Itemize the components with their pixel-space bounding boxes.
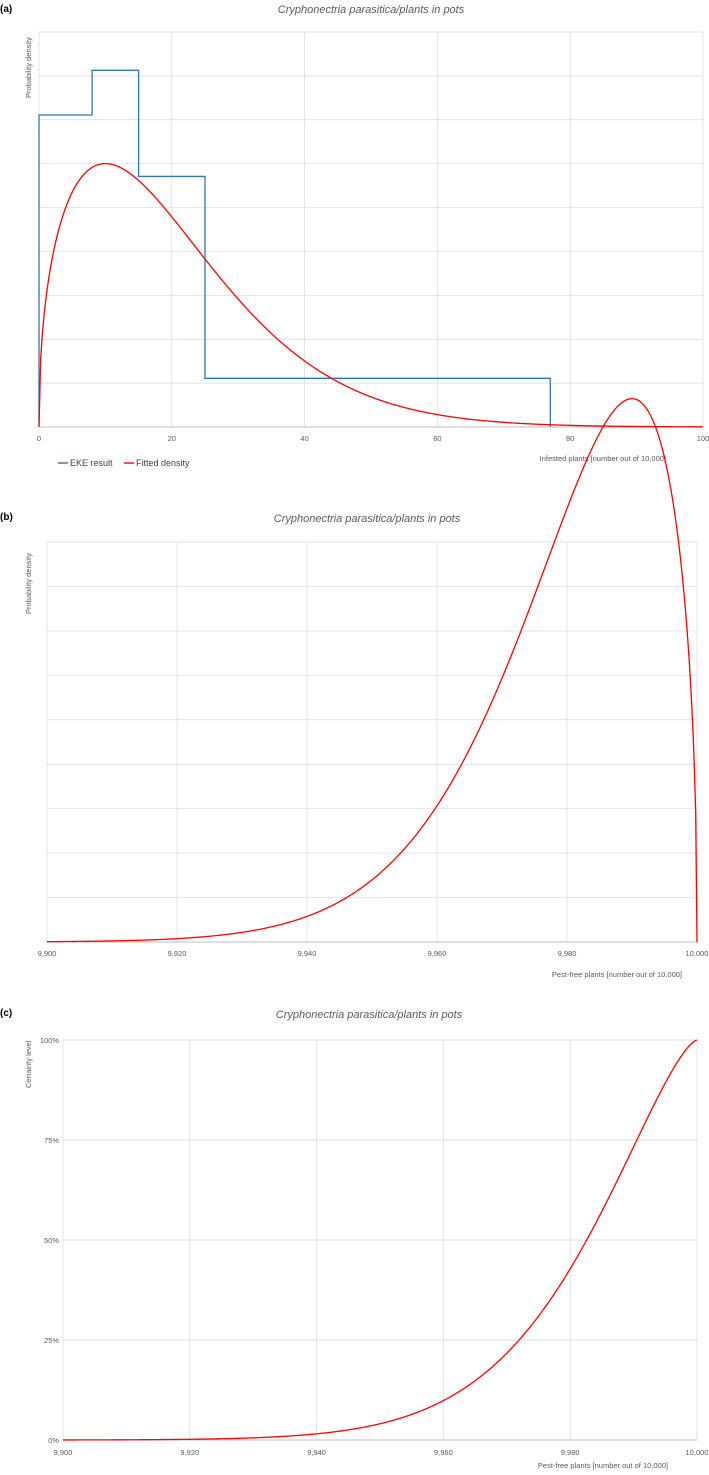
chart-a: (a) Cryphonectria parasitica/plants in p…	[0, 4, 709, 468]
chart-b: (b) Cryphonectria parasitica/plants in p…	[0, 397, 709, 979]
legend-eke-label: EKE result	[70, 458, 113, 468]
chart-c-title: Cryphonectria parasitica/plants in pots	[276, 1009, 463, 1021]
x-tick-label: 10,000	[686, 1448, 709, 1457]
chart-a-ylabel: Probability density	[24, 37, 33, 98]
x-tick-label: 9,940	[298, 949, 317, 958]
chart-b-grid	[46, 541, 698, 943]
x-tick-label: 9,960	[434, 1448, 453, 1457]
legend-fitted-label: Fitted density	[136, 458, 190, 468]
chart-b-xticks: 9,900 9,920 9,940 9,960 9,980 10,000	[38, 949, 709, 958]
x-tick-label: 9,940	[307, 1448, 326, 1457]
chart-b-ylabel: Probability density	[24, 553, 33, 614]
certainty-curve	[63, 1039, 698, 1441]
chart-c-series	[63, 1039, 698, 1441]
chart-a-title: Cryphonectria parasitica/plants in pots	[278, 4, 465, 16]
x-tick-label: 20	[168, 434, 176, 443]
chart-a-series	[38, 69, 704, 428]
x-tick-label: 9,980	[558, 949, 577, 958]
chart-c: (c) Cryphonectria parasitica/plants in p…	[0, 1008, 708, 1470]
x-tick-label: 100	[697, 434, 709, 443]
x-tick-label: 9,960	[428, 949, 447, 958]
chart-b-xlabel: Pest-free plants [number out of 10,000]	[552, 970, 682, 979]
x-tick-label: 9,900	[54, 1448, 73, 1457]
y-tick-label: 0%	[48, 1436, 59, 1445]
x-tick-label: 9,900	[38, 949, 57, 958]
y-tick-label: 100%	[40, 1036, 60, 1045]
x-tick-label: 9,980	[561, 1448, 580, 1457]
fitted-density-curve	[38, 162, 704, 428]
x-tick-label: 9,920	[180, 1448, 199, 1457]
panel-c-label: (c)	[0, 1008, 12, 1019]
panel-b-label: (b)	[0, 512, 13, 523]
chart-c-ticks: 9,900 9,920 9,940 9,960 9,980 10,000 0% 25% 50% 7…	[40, 1036, 709, 1457]
chart-a-xlabel: Infested plants [number out of 10,000]	[540, 454, 666, 463]
y-tick-label: 75%	[44, 1136, 59, 1145]
x-tick-label: 40	[300, 434, 308, 443]
chart-a-xticks: 0 20 40 60 80 100	[37, 434, 709, 443]
fitted-density-curve	[46, 397, 698, 943]
chart-c-ylabel: Certainty level	[24, 1040, 33, 1088]
chart-a-legend: EKE result Fitted density	[58, 458, 190, 468]
eke-result-line	[38, 69, 551, 427]
x-tick-label: 9,920	[168, 949, 187, 958]
x-tick-label: 0	[37, 434, 41, 443]
chart-c-xlabel: Pest-free plants [number out of 10,000]	[538, 1461, 668, 1470]
y-tick-label: 25%	[44, 1336, 59, 1345]
chart-c-grid	[62, 1039, 698, 1441]
y-tick-label: 50%	[44, 1236, 59, 1245]
chart-b-title: Cryphonectria parasitica/plants in pots	[274, 513, 461, 525]
chart-a-grid	[38, 31, 704, 428]
chart-b-series	[46, 397, 698, 943]
x-tick-label: 80	[566, 434, 574, 443]
x-tick-label: 10,000	[686, 949, 709, 958]
panel-a-label: (a)	[0, 4, 12, 15]
x-tick-label: 60	[433, 434, 441, 443]
